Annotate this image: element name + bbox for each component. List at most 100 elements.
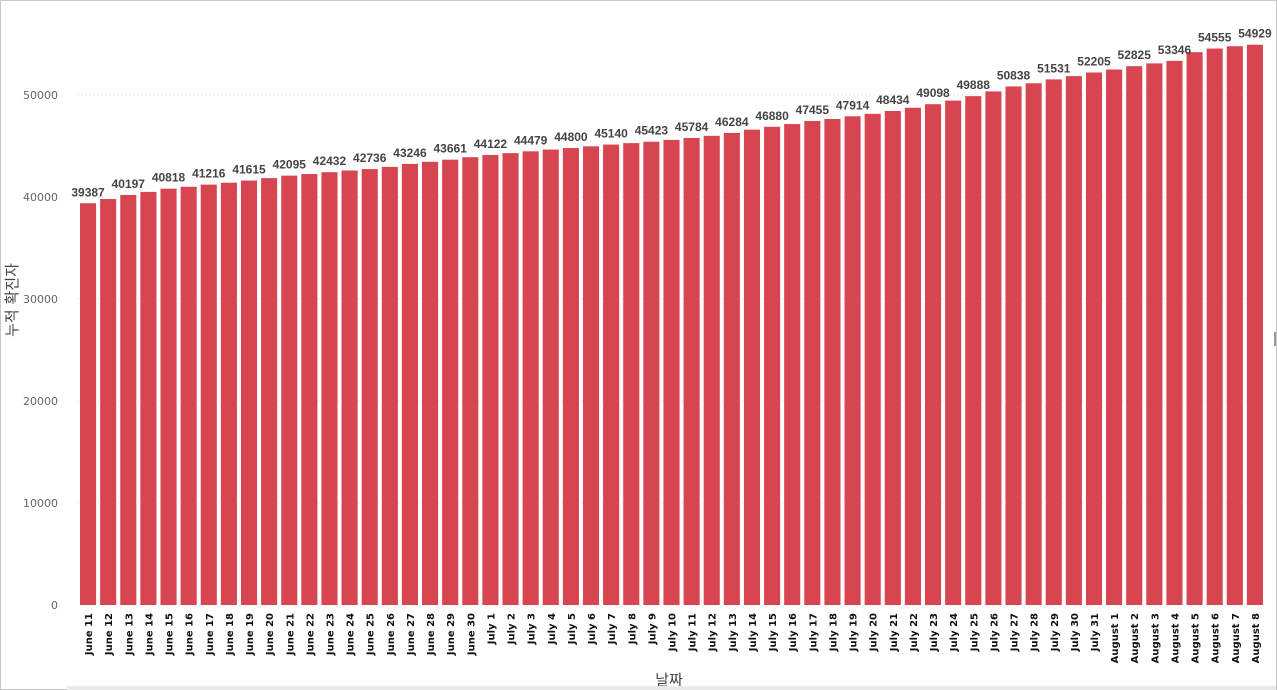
bar[interactable] — [582, 146, 600, 605]
bar[interactable] — [321, 172, 338, 605]
bar[interactable] — [200, 184, 217, 605]
y-axis-ticks: 0 10000 20000 30000 40000 50000 — [23, 89, 58, 612]
bar[interactable] — [542, 149, 559, 605]
bar[interactable] — [301, 174, 318, 606]
bar[interactable] — [904, 107, 921, 605]
x-tick-label: July 18 — [828, 613, 839, 652]
x-tick-label: July 12 — [708, 613, 719, 652]
x-tick-label: August 4 — [1170, 613, 1181, 663]
bar[interactable] — [623, 143, 640, 605]
bar[interactable] — [985, 91, 1002, 606]
data-label: 40197 — [112, 177, 146, 191]
bar[interactable] — [1126, 66, 1143, 606]
bar[interactable] — [683, 138, 700, 605]
x-tick-label: June 15 — [165, 613, 176, 656]
data-label: 45140 — [594, 127, 628, 141]
data-label: 46880 — [755, 109, 789, 123]
x-tick-label: July 29 — [1050, 613, 1061, 652]
bar[interactable] — [663, 139, 680, 605]
y-tick-label: 0 — [51, 599, 58, 612]
bar[interactable] — [482, 154, 499, 605]
x-tick-label: August 7 — [1231, 613, 1242, 663]
bar[interactable] — [220, 182, 237, 605]
x-tick-label: July 23 — [929, 613, 940, 652]
x-tick-label: July 22 — [909, 613, 920, 652]
bar[interactable] — [743, 129, 761, 605]
x-tick-label: June 28 — [426, 613, 437, 656]
bar[interactable] — [1146, 63, 1163, 605]
bar[interactable] — [965, 96, 982, 605]
bar[interactable] — [864, 113, 881, 606]
y-tick-label: 30000 — [23, 293, 58, 306]
bar[interactable] — [341, 170, 358, 606]
bar[interactable] — [844, 116, 861, 605]
bar[interactable] — [120, 194, 137, 606]
bar[interactable] — [1206, 48, 1223, 606]
bar[interactable] — [1106, 69, 1123, 606]
bar[interactable] — [1186, 52, 1203, 606]
bar[interactable] — [261, 178, 278, 605]
x-tick-label: June 24 — [346, 613, 357, 656]
x-tick-label: July 20 — [869, 613, 880, 652]
bar[interactable] — [562, 148, 579, 606]
bar[interactable] — [1025, 83, 1042, 605]
bar[interactable] — [502, 153, 519, 605]
bar[interactable] — [764, 126, 781, 605]
x-tick-label: July 24 — [949, 613, 960, 652]
bar[interactable] — [381, 166, 398, 605]
x-tick-label: August 2 — [1130, 613, 1141, 663]
bar[interactable] — [784, 124, 801, 605]
x-tick-label: July 25 — [969, 613, 980, 652]
x-tick-label: July 9 — [647, 613, 658, 645]
bar[interactable] — [160, 188, 177, 605]
x-tick-label: August 8 — [1251, 613, 1262, 663]
bar[interactable] — [1005, 86, 1022, 605]
data-label: 54555 — [1198, 31, 1232, 45]
data-label: 43246 — [393, 146, 427, 160]
x-tick-label: July 14 — [748, 613, 759, 652]
bar[interactable] — [422, 161, 439, 605]
data-label: 48434 — [876, 93, 910, 107]
bar[interactable] — [603, 144, 620, 605]
bar[interactable] — [824, 118, 841, 605]
x-tick-label: July 1 — [486, 613, 497, 645]
bar[interactable] — [1085, 72, 1103, 605]
bar[interactable] — [1065, 76, 1082, 605]
bar[interactable] — [924, 104, 942, 605]
bar[interactable] — [643, 141, 660, 605]
bar[interactable] — [100, 199, 117, 606]
x-tick-label: August 5 — [1191, 613, 1202, 663]
x-tick-label: July 15 — [768, 613, 779, 652]
data-label: 42432 — [313, 154, 347, 168]
bar[interactable] — [1045, 79, 1062, 605]
bar[interactable] — [1166, 60, 1183, 606]
bar[interactable] — [240, 180, 258, 605]
bar[interactable] — [1246, 44, 1263, 606]
x-tick-label: July 2 — [507, 613, 518, 645]
x-tick-label: June 27 — [406, 613, 417, 656]
bar[interactable] — [462, 157, 479, 605]
x-tick-label: July 4 — [547, 613, 558, 645]
x-tick-label: July 27 — [1010, 613, 1021, 652]
bar[interactable] — [522, 151, 539, 605]
bar[interactable] — [401, 163, 418, 605]
bar[interactable] — [703, 135, 720, 606]
data-label: 51531 — [1037, 61, 1071, 75]
bar[interactable] — [884, 110, 901, 605]
bar[interactable] — [1226, 46, 1243, 606]
bar[interactable] — [180, 186, 197, 606]
data-label: 41216 — [192, 167, 226, 181]
bar[interactable] — [723, 132, 740, 605]
resize-handle[interactable] — [1274, 332, 1276, 346]
bar[interactable] — [804, 120, 821, 606]
bar[interactable] — [442, 159, 459, 605]
horizontal-scrollbar[interactable] — [67, 686, 1276, 690]
bar[interactable] — [140, 191, 157, 605]
bar[interactable] — [945, 100, 962, 606]
x-tick-label: July 31 — [1090, 613, 1101, 652]
bar[interactable] — [80, 203, 97, 605]
bar[interactable] — [361, 169, 378, 605]
y-tick-label: 50000 — [23, 89, 58, 102]
bar[interactable] — [281, 175, 298, 605]
